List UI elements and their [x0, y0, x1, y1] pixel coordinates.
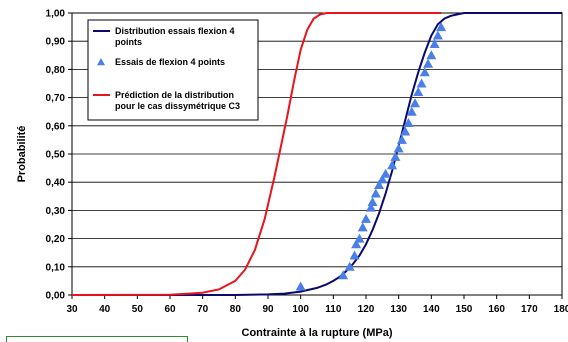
data-point — [429, 39, 440, 49]
data-point — [406, 106, 417, 116]
x-axis-ticks: 30 40 50 60 70 80 90 100 110 120 130 140 150 160 170 18… — [66, 295, 568, 315]
x-tick-label: 50 — [132, 304, 144, 315]
series-line-2 — [71, 12, 442, 296]
data-point — [349, 250, 360, 260]
y-tick-label: 0,60 — [46, 121, 66, 132]
x-tick-label: 120 — [358, 304, 375, 315]
series-line-0 — [72, 12, 562, 296]
green-frame — [6, 336, 188, 342]
x-tick-label: 100 — [292, 304, 309, 315]
y-tick-label: 0,00 — [46, 291, 66, 302]
data-point — [295, 281, 306, 291]
x-tick-label: 90 — [262, 304, 274, 315]
y-axis-title: Probabilité — [16, 126, 28, 183]
legend-swatch-1 — [97, 58, 105, 66]
data-point — [432, 30, 443, 40]
data-point — [400, 126, 411, 136]
y-tick-label: 1,00 — [46, 9, 66, 20]
x-tick-label: 80 — [230, 304, 242, 315]
x-tick-label: 180 — [554, 304, 568, 315]
data-point — [416, 78, 427, 88]
x-axis-title: Contrainte à la rupture (MPa) — [242, 327, 393, 339]
x-tick-label: 160 — [488, 304, 505, 315]
data-point — [390, 151, 401, 161]
series-layer — [71, 12, 562, 296]
data-point — [423, 58, 434, 68]
data-point — [410, 98, 420, 108]
y-tick-label: 0,30 — [46, 206, 66, 217]
x-tick-label: 40 — [99, 304, 111, 315]
data-point — [338, 270, 349, 280]
x-tick-label: 110 — [325, 304, 342, 315]
data-point — [426, 50, 437, 60]
x-tick-label: 60 — [164, 304, 176, 315]
y-tick-label: 0,50 — [46, 150, 66, 161]
data-point — [354, 233, 365, 243]
y-tick-label: 0,40 — [46, 178, 66, 189]
data-point — [380, 168, 391, 178]
data-point — [374, 180, 385, 190]
data-point — [344, 261, 355, 271]
data-point — [367, 196, 378, 206]
data-point — [357, 222, 368, 232]
data-point — [419, 67, 430, 77]
data-point — [403, 117, 414, 127]
x-tick-label: 170 — [521, 304, 538, 315]
y-axis-ticks: 0,00 0,10 0,20 0,30 0,40 0,50 0,60 0,70 0,80 0,90… — [46, 9, 72, 302]
data-point — [396, 134, 407, 144]
y-tick-label: 0,90 — [46, 37, 66, 48]
legend-label-1: Essais de flexion 4 points — [115, 57, 225, 67]
data-point — [370, 188, 381, 198]
legend-label-0: Distribution essais flexion 4 points — [115, 26, 235, 47]
data-point — [365, 202, 376, 212]
data-point — [413, 86, 424, 96]
legend: Distribution essais flexion 4 points Essai… — [87, 19, 259, 121]
x-tick-label: 140 — [423, 304, 440, 315]
data-point — [377, 174, 388, 184]
x-tick-label: 30 — [66, 304, 78, 315]
x-tick-label: 150 — [456, 304, 473, 315]
legend-box — [87, 19, 259, 121]
data-point — [387, 160, 398, 170]
data-point — [361, 213, 371, 223]
y-tick-label: 0,10 — [46, 262, 66, 273]
data-point — [351, 239, 362, 249]
x-tick-label: 130 — [390, 304, 407, 315]
y-tick-label: 0,70 — [46, 93, 66, 104]
x-tick-label: 70 — [197, 304, 209, 315]
legend-label-2: Prédiction de la distribution pour le cas… — [115, 90, 240, 111]
data-point — [436, 22, 447, 32]
y-tick-label: 0,80 — [46, 65, 66, 76]
y-tick-label: 0,20 — [46, 234, 66, 245]
data-point — [393, 143, 404, 153]
